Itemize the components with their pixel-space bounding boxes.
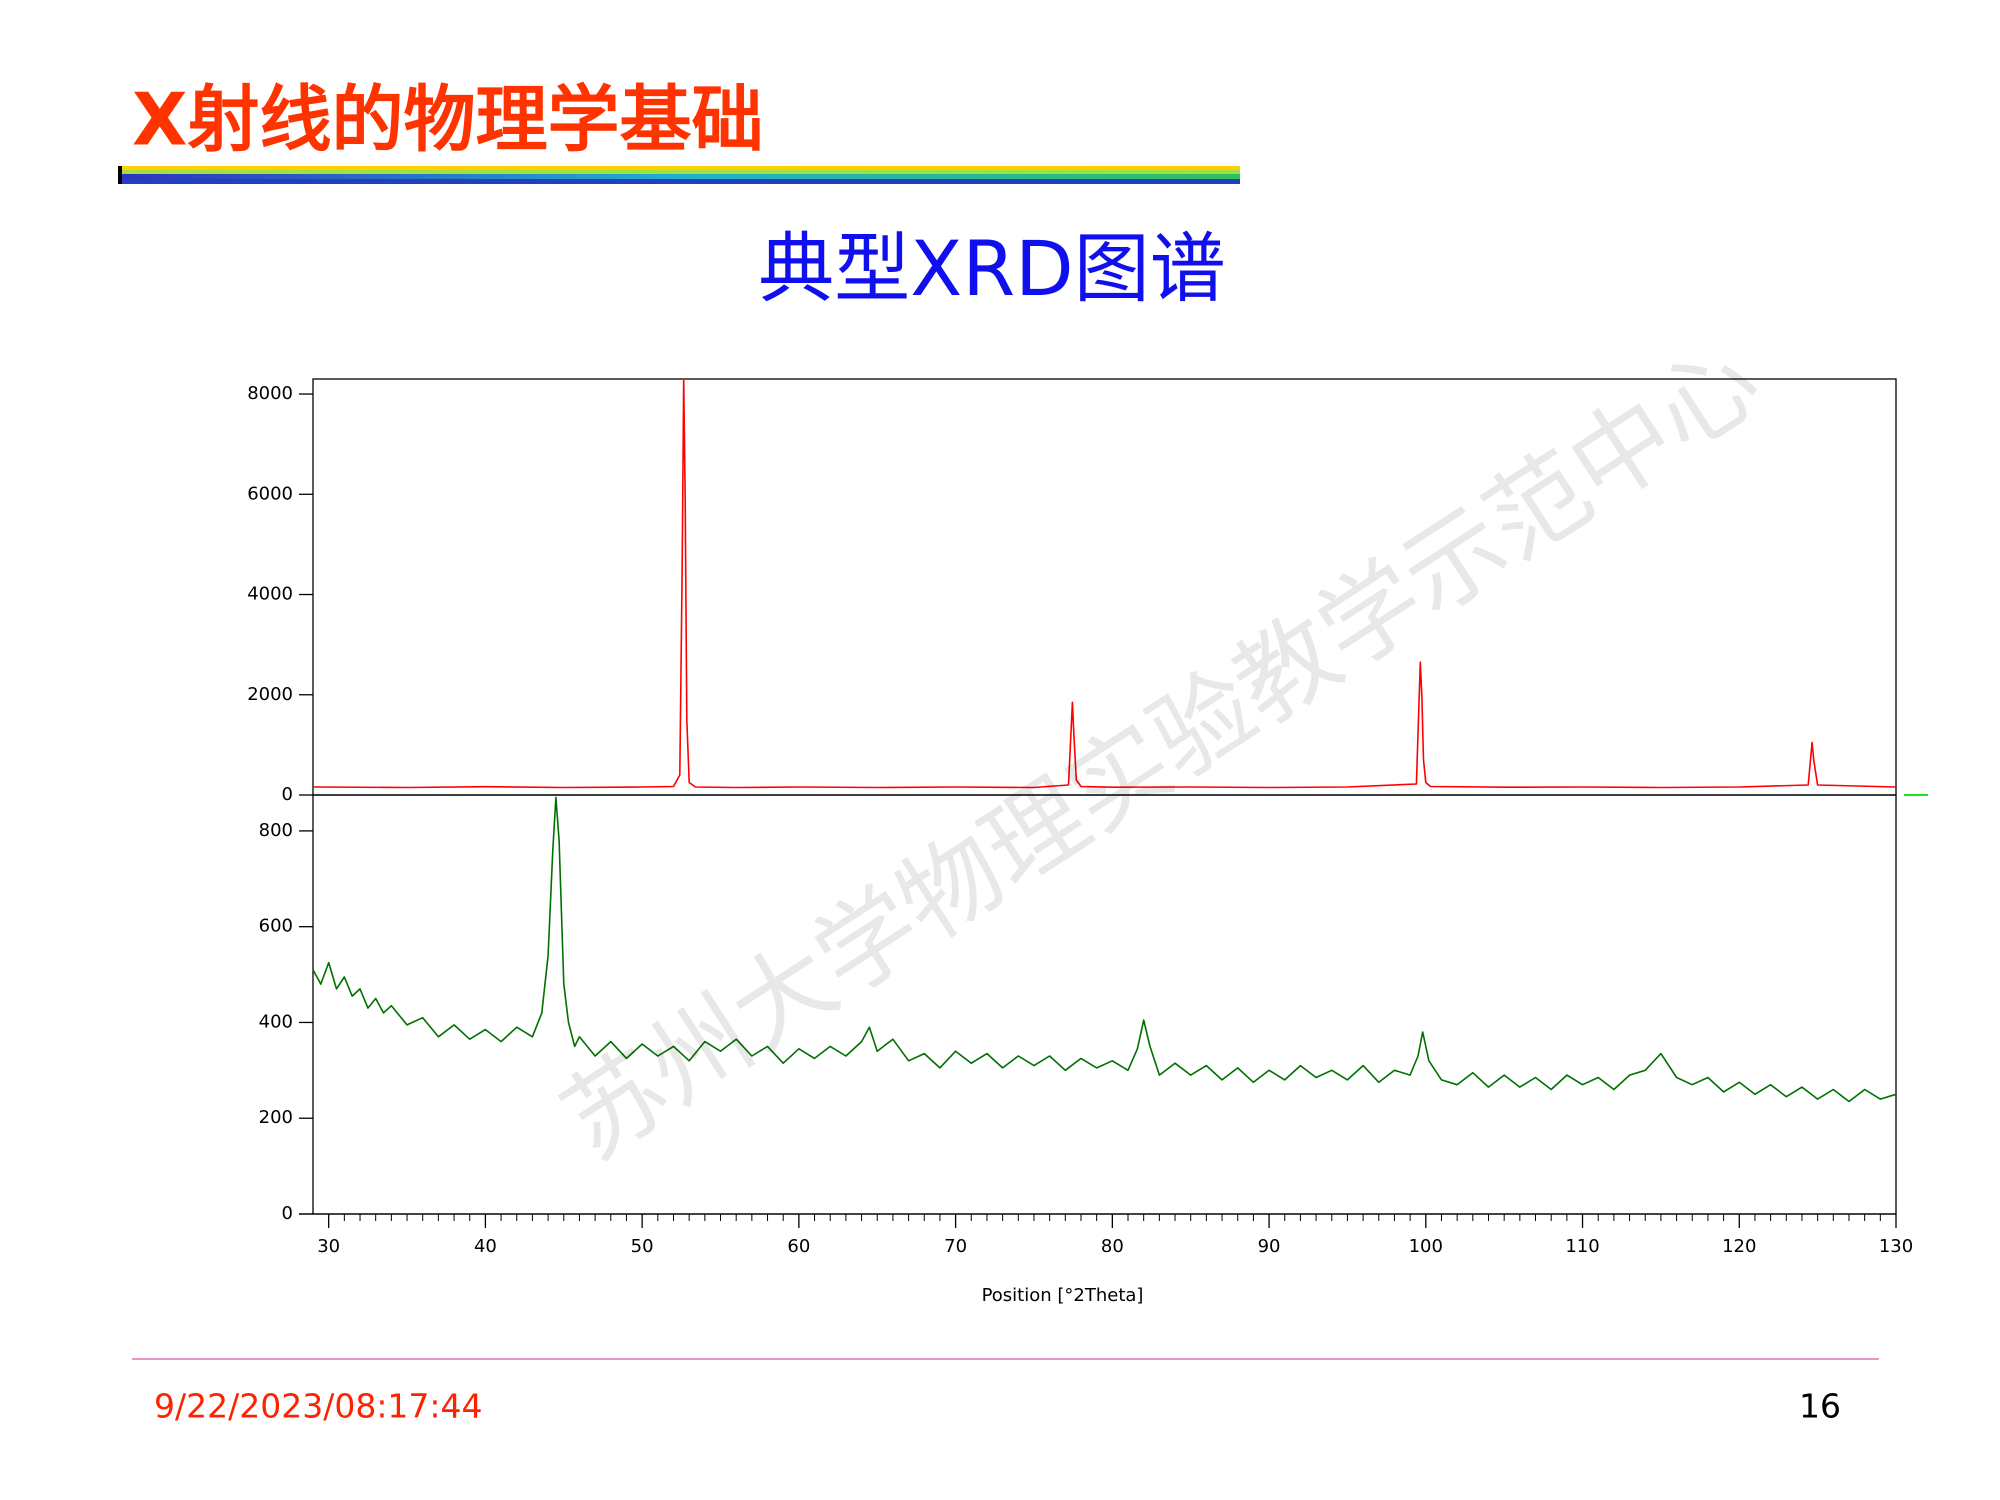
page-number: 16 <box>1799 1387 1841 1426</box>
title-rule <box>118 166 1240 184</box>
x-tick-label: 110 <box>1565 1236 1599 1257</box>
y-tick-label: 800 <box>259 820 293 841</box>
x-tick-label: 40 <box>474 1236 497 1257</box>
slide-subtitle: 典型XRD图谱 <box>758 224 1225 313</box>
y-tick-label: 2000 <box>247 684 293 705</box>
x-tick-label: 130 <box>1879 1236 1913 1257</box>
y-tick-label: 0 <box>282 784 293 805</box>
x-tick-label: 80 <box>1101 1236 1124 1257</box>
x-tick-label: 60 <box>787 1236 810 1257</box>
x-tick-label: 70 <box>944 1236 967 1257</box>
y-tick-label: 6000 <box>247 483 293 504</box>
plot-frame <box>312 794 1897 1215</box>
y-tick-label: 200 <box>259 1107 293 1128</box>
y-tick-label: 0 <box>282 1203 293 1224</box>
x-tick-label: 30 <box>317 1236 340 1257</box>
y-tick-label: 4000 <box>247 584 293 605</box>
slide-title: X射线的物理学基础 <box>132 78 764 162</box>
x-axis-title: Position [°2Theta] <box>982 1285 1144 1306</box>
xrd-chart: 0 2000 4000 6000 8000 0 200 400 600 800 30 40 50 60 70… <box>247 378 1928 1306</box>
x-tick-label: 50 <box>631 1236 654 1257</box>
watermark: 苏州大学物理实验教学示范中心 <box>542 321 1780 1182</box>
y-tick-label: 600 <box>259 916 293 937</box>
footer-date: 9/22/2023/08:17:44 <box>154 1387 483 1426</box>
x-tick-label: 90 <box>1258 1236 1281 1257</box>
data-line <box>312 796 1897 1103</box>
y-tick-label: 400 <box>259 1011 293 1032</box>
x-tick-label: 120 <box>1722 1236 1756 1257</box>
y-tick-label: 8000 <box>247 383 293 404</box>
data-line <box>312 378 1897 789</box>
x-tick-label: 100 <box>1409 1236 1443 1257</box>
